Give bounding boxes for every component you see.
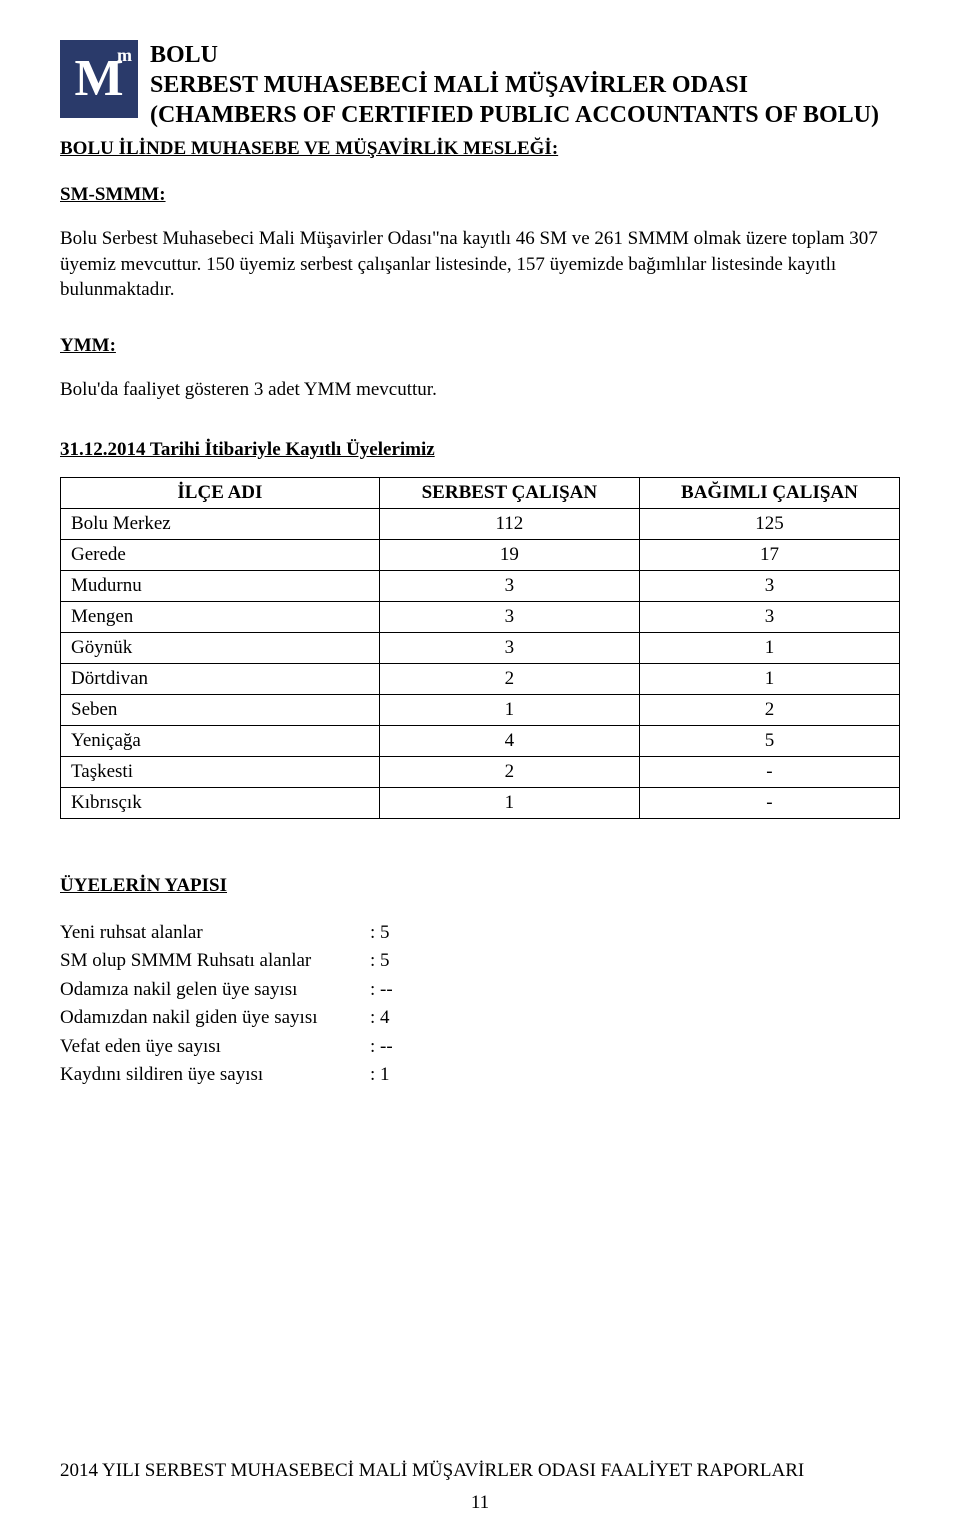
table-cell-serbest: 3 — [379, 601, 639, 632]
table-row: Taşkesti2- — [61, 756, 900, 787]
table-cell-ilce: Seben — [61, 694, 380, 725]
table-row: Bolu Merkez112125 — [61, 508, 900, 539]
table-cell-ilce: Kıbrısçık — [61, 787, 380, 818]
table-row: Seben12 — [61, 694, 900, 725]
kv-value: : 5 — [370, 919, 390, 948]
table-cell-serbest: 1 — [379, 787, 639, 818]
header-line-1: BOLU — [150, 40, 879, 70]
ymm-body: Bolu'da faaliyet gösteren 3 adet YMM mev… — [60, 377, 900, 403]
table-row: Mengen33 — [61, 601, 900, 632]
date-heading: 31.12.2014 Tarihi İtibariyle Kayıtlı Üye… — [60, 439, 900, 461]
table-cell-ilce: Bolu Merkez — [61, 508, 380, 539]
table-cell-serbest: 3 — [379, 632, 639, 663]
header-line-3: (CHAMBERS OF CERTIFIED PUBLIC ACCOUNTANT… — [150, 100, 879, 130]
footer-text: 2014 YILI SERBEST MUHASEBECİ MALİ MÜŞAVİ… — [60, 1460, 900, 1482]
table-cell-serbest: 1 — [379, 694, 639, 725]
table-cell-serbest: 3 — [379, 570, 639, 601]
document-header: m M BOLU SERBEST MUHASEBECİ MALİ MÜŞAVİR… — [60, 40, 900, 130]
table-cell-bagimli: 3 — [639, 601, 899, 632]
table-row: Dörtdivan21 — [61, 663, 900, 694]
table-cell-serbest: 2 — [379, 663, 639, 694]
table-cell-serbest: 112 — [379, 508, 639, 539]
kv-value: : -- — [370, 1033, 393, 1062]
page-number: 11 — [0, 1492, 960, 1514]
kv-value: : 5 — [370, 947, 390, 976]
kv-row: Vefat eden üye sayısı: -- — [60, 1033, 900, 1062]
table-cell-bagimli: - — [639, 787, 899, 818]
ymm-heading: YMM: — [60, 335, 900, 357]
kv-row: Odamızdan nakil giden üye sayısı: 4 — [60, 1004, 900, 1033]
table-header-row: İLÇE ADI SERBEST ÇALIŞAN BAĞIMLI ÇALIŞAN — [61, 477, 900, 508]
table-header-bagimli: BAĞIMLI ÇALIŞAN — [639, 477, 899, 508]
table-cell-bagimli: 1 — [639, 663, 899, 694]
table-header-serbest: SERBEST ÇALIŞAN — [379, 477, 639, 508]
table-cell-ilce: Gerede — [61, 539, 380, 570]
table-row: Gerede1917 — [61, 539, 900, 570]
kv-value: : -- — [370, 976, 393, 1005]
member-structure-list: Yeni ruhsat alanlar: 5SM olup SMMM Ruhsa… — [60, 919, 900, 1090]
sm-smmm-body: Bolu Serbest Muhasebeci Mali Müşavirler … — [60, 226, 900, 303]
kv-row: Yeni ruhsat alanlar: 5 — [60, 919, 900, 948]
kv-row: Odamıza nakil gelen üye sayısı: -- — [60, 976, 900, 1005]
table-cell-serbest: 4 — [379, 725, 639, 756]
table-cell-bagimli: 5 — [639, 725, 899, 756]
logo-small-m: m — [117, 46, 132, 64]
kv-label: Odamıza nakil gelen üye sayısı — [60, 976, 370, 1005]
table-cell-ilce: Dörtdivan — [61, 663, 380, 694]
section-title: BOLU İLİNDE MUHASEBE VE MÜŞAVİRLİK MESLE… — [60, 138, 900, 160]
table-cell-bagimli: 2 — [639, 694, 899, 725]
kv-value: : 1 — [370, 1061, 390, 1090]
table-row: Mudurnu33 — [61, 570, 900, 601]
table-cell-bagimli: 17 — [639, 539, 899, 570]
kv-label: Kaydını sildiren üye sayısı — [60, 1061, 370, 1090]
kv-row: SM olup SMMM Ruhsatı alanlar: 5 — [60, 947, 900, 976]
kv-label: SM olup SMMM Ruhsatı alanlar — [60, 947, 370, 976]
table-cell-serbest: 19 — [379, 539, 639, 570]
table-cell-bagimli: 3 — [639, 570, 899, 601]
table-cell-bagimli: - — [639, 756, 899, 787]
kv-label: Yeni ruhsat alanlar — [60, 919, 370, 948]
table-cell-serbest: 2 — [379, 756, 639, 787]
kv-row: Kaydını sildiren üye sayısı: 1 — [60, 1061, 900, 1090]
table-row: Yeniçağa45 — [61, 725, 900, 756]
header-text-block: BOLU SERBEST MUHASEBECİ MALİ MÜŞAVİRLER … — [150, 40, 879, 130]
sm-smmm-heading: SM-SMMM: — [60, 184, 900, 206]
table-cell-ilce: Mudurnu — [61, 570, 380, 601]
table-cell-ilce: Yeniçağa — [61, 725, 380, 756]
table-row: Kıbrısçık1- — [61, 787, 900, 818]
uyeler-heading: ÜYELERİN YAPISI — [60, 875, 900, 897]
table-cell-ilce: Göynük — [61, 632, 380, 663]
table-header-ilce: İLÇE ADI — [61, 477, 380, 508]
logo: m M — [60, 40, 138, 118]
table-cell-bagimli: 125 — [639, 508, 899, 539]
table-row: Göynük31 — [61, 632, 900, 663]
kv-label: Vefat eden üye sayısı — [60, 1033, 370, 1062]
kv-label: Odamızdan nakil giden üye sayısı — [60, 1004, 370, 1033]
kv-value: : 4 — [370, 1004, 390, 1033]
table-cell-ilce: Taşkesti — [61, 756, 380, 787]
table-cell-ilce: Mengen — [61, 601, 380, 632]
members-table: İLÇE ADI SERBEST ÇALIŞAN BAĞIMLI ÇALIŞAN… — [60, 477, 900, 819]
table-cell-bagimli: 1 — [639, 632, 899, 663]
header-line-2: SERBEST MUHASEBECİ MALİ MÜŞAVİRLER ODASI — [150, 70, 879, 100]
